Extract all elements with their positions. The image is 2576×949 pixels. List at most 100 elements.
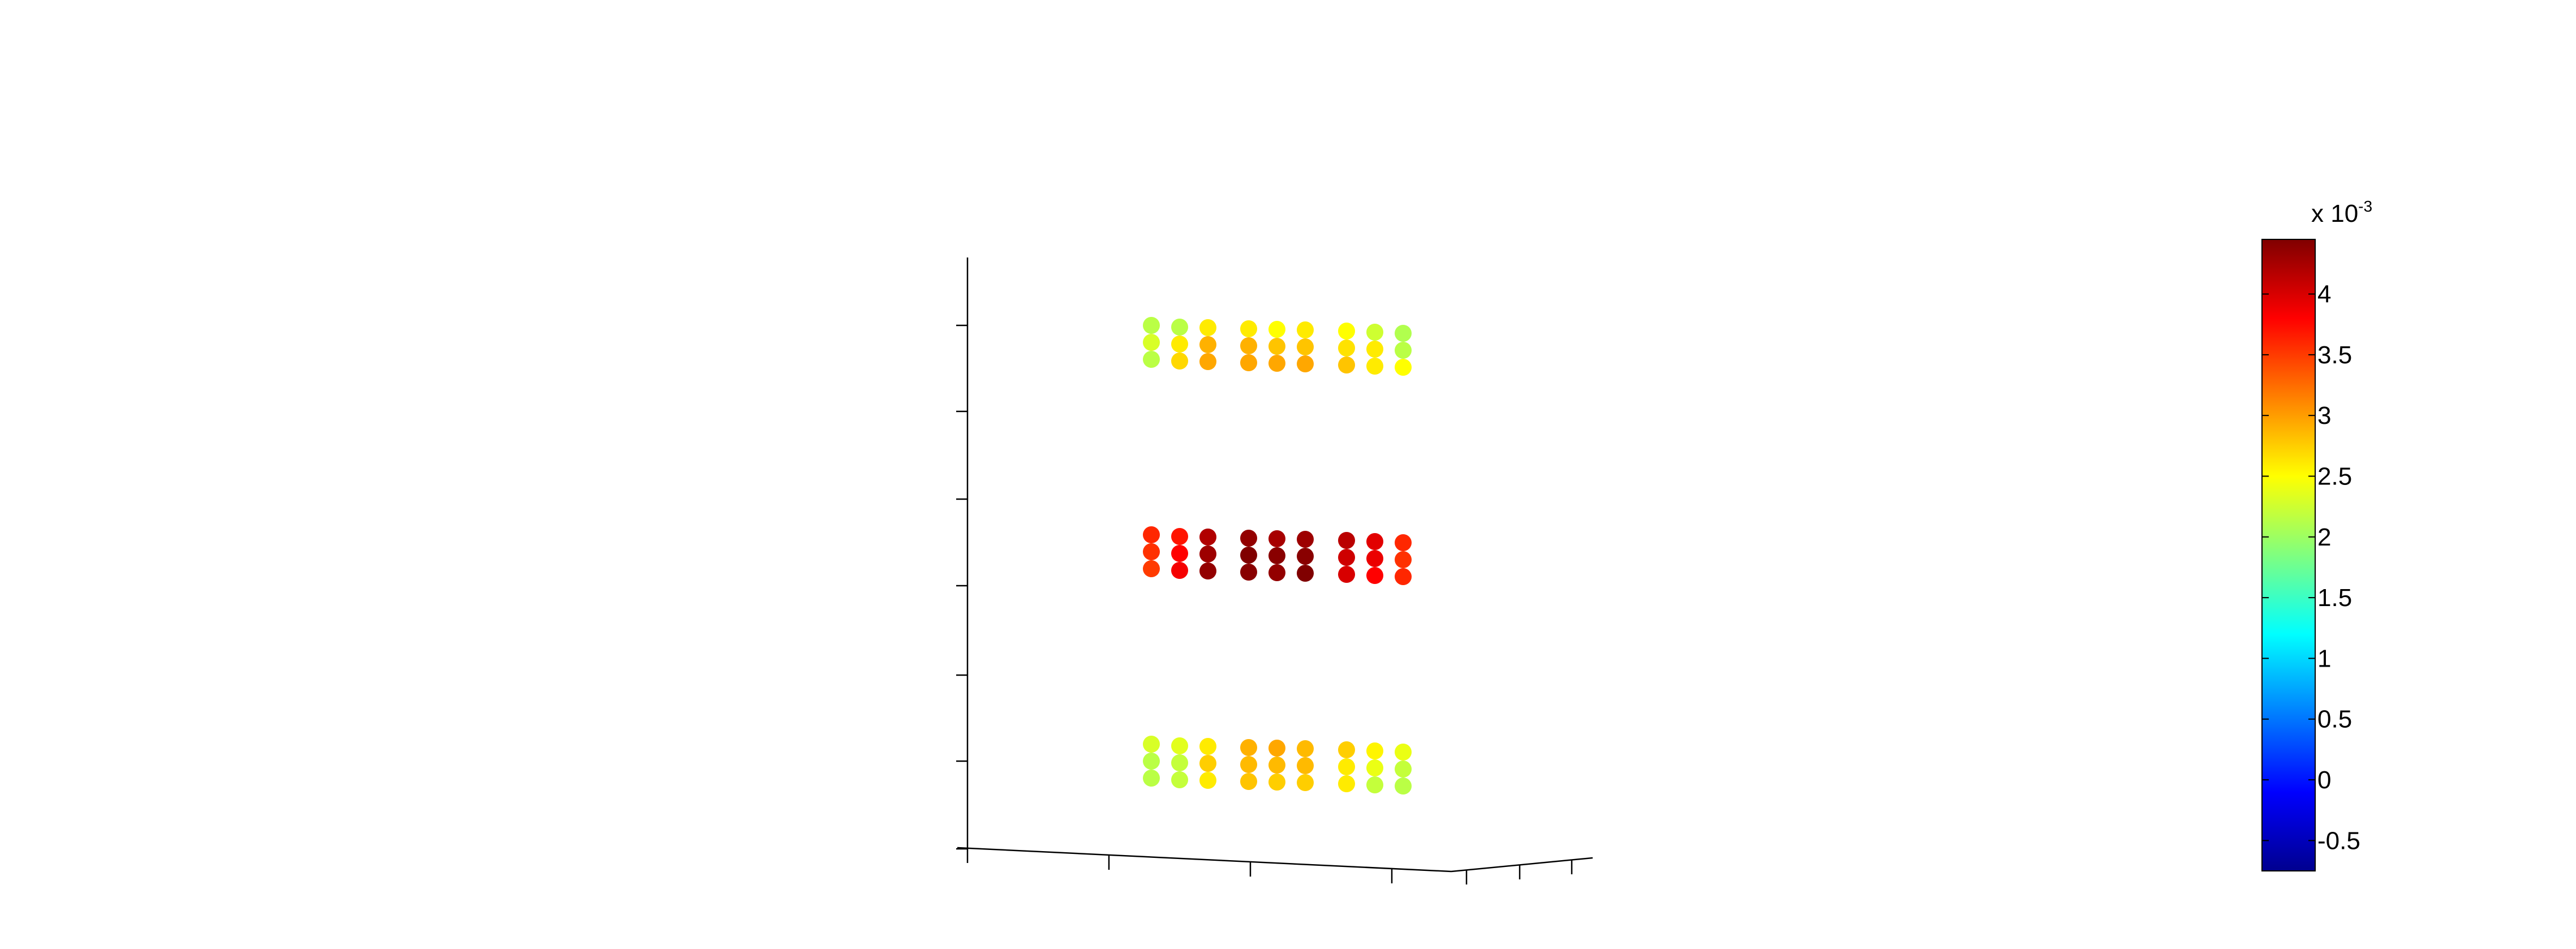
data-point [1143, 526, 1160, 543]
data-point [1268, 547, 1285, 564]
colorbar-scale-exponent: -3 [2358, 197, 2372, 215]
data-point [1338, 566, 1355, 583]
data-point [1366, 533, 1383, 550]
point-group-top [1143, 317, 1412, 376]
colorbar-tick-label: 3.5 [2317, 341, 2352, 369]
x-axis-line [957, 847, 1452, 873]
data-point [1143, 736, 1160, 753]
scatter-points [1143, 317, 1412, 795]
data-point [1366, 341, 1383, 358]
data-point [1366, 742, 1383, 759]
data-point [1366, 776, 1383, 793]
colorbar-gradient [2261, 239, 2316, 871]
data-point [1171, 336, 1188, 353]
data-point [1199, 738, 1216, 755]
data-point [1297, 774, 1314, 791]
colorbar-tick-label: 0 [2317, 766, 2331, 794]
data-point [1143, 753, 1160, 770]
data-point [1297, 531, 1314, 548]
data-point [1199, 319, 1216, 336]
data-point [1268, 338, 1285, 355]
data-point [1143, 770, 1160, 787]
data-point [1171, 771, 1188, 788]
data-point [1240, 337, 1257, 354]
data-point [1171, 545, 1188, 562]
data-point [1240, 320, 1257, 337]
colorbar-tick-label: 4 [2317, 281, 2331, 308]
data-point [1240, 547, 1257, 564]
point-group-middle [1143, 526, 1412, 585]
data-point [1143, 543, 1160, 560]
colorbar-tick-label: 2 [2317, 523, 2331, 551]
data-point [1268, 530, 1285, 547]
data-point [1297, 355, 1314, 372]
data-point [1338, 357, 1355, 373]
data-point [1297, 565, 1314, 582]
data-point [1338, 758, 1355, 775]
data-point [1395, 359, 1412, 376]
data-point [1240, 739, 1257, 756]
data-point [1338, 775, 1355, 792]
data-point [1199, 336, 1216, 353]
data-point [1240, 756, 1257, 773]
data-point [1338, 340, 1355, 357]
colorbar-tick-label: 0.5 [2317, 706, 2352, 733]
data-point [1268, 355, 1285, 372]
data-point [1240, 564, 1257, 581]
data-point [1143, 351, 1160, 368]
data-point [1171, 319, 1188, 336]
data-point [1297, 740, 1314, 757]
data-point [1338, 549, 1355, 566]
data-point [1366, 358, 1383, 375]
data-point [1143, 560, 1160, 577]
data-point [1366, 324, 1383, 341]
data-point [1199, 353, 1216, 370]
data-point [1338, 323, 1355, 340]
axes-3d [956, 257, 1593, 884]
data-point [1240, 773, 1257, 790]
colorbar-scale-label: x 10-3 [2311, 197, 2372, 227]
data-point [1143, 334, 1160, 351]
data-point [1395, 778, 1412, 795]
data-point [1171, 754, 1188, 771]
colorbar-scale-base: x 10 [2311, 200, 2358, 227]
data-point [1268, 564, 1285, 581]
data-point [1395, 761, 1412, 778]
data-point [1199, 546, 1216, 562]
data-point [1268, 774, 1285, 791]
data-point [1240, 530, 1257, 547]
data-point [1268, 321, 1285, 338]
data-point [1240, 354, 1257, 371]
data-point [1268, 757, 1285, 774]
data-point [1171, 562, 1188, 579]
data-point [1199, 562, 1216, 579]
data-point [1171, 528, 1188, 545]
point-group-bottom [1143, 736, 1412, 795]
data-point [1395, 534, 1412, 551]
data-point [1338, 741, 1355, 758]
data-point [1143, 317, 1160, 334]
colorbar-tick-label: 3 [2317, 402, 2331, 430]
colorbar-ticks: -0.5 0 0.5 1 1.5 2 2.5 3 3.5 4 [2262, 281, 2360, 854]
data-point [1366, 759, 1383, 776]
data-point [1395, 551, 1412, 568]
data-point [1297, 321, 1314, 338]
data-point [1297, 338, 1314, 355]
data-point [1199, 755, 1216, 772]
colorbar-tick-label: 1.5 [2317, 584, 2352, 612]
data-point [1171, 737, 1188, 754]
data-point [1366, 550, 1383, 567]
data-point [1199, 529, 1216, 546]
colorbar-tick-label: 2.5 [2317, 463, 2352, 491]
colorbar: x 10-3 -0.5 0 0.5 1 1.5 2 2.5 3 3.5 4 [2261, 197, 2372, 871]
data-point [1268, 740, 1285, 757]
data-point [1297, 757, 1314, 774]
colorbar-tick-label: 1 [2317, 645, 2331, 672]
colorbar-tick-label: -0.5 [2317, 827, 2360, 854]
data-point [1395, 568, 1412, 585]
data-point [1395, 342, 1412, 359]
data-point [1395, 325, 1412, 342]
data-point [1297, 548, 1314, 565]
y-axis-line [1451, 857, 1593, 873]
